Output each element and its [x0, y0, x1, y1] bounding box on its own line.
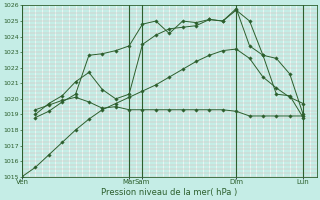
- X-axis label: Pression niveau de la mer( hPa ): Pression niveau de la mer( hPa ): [101, 188, 237, 197]
